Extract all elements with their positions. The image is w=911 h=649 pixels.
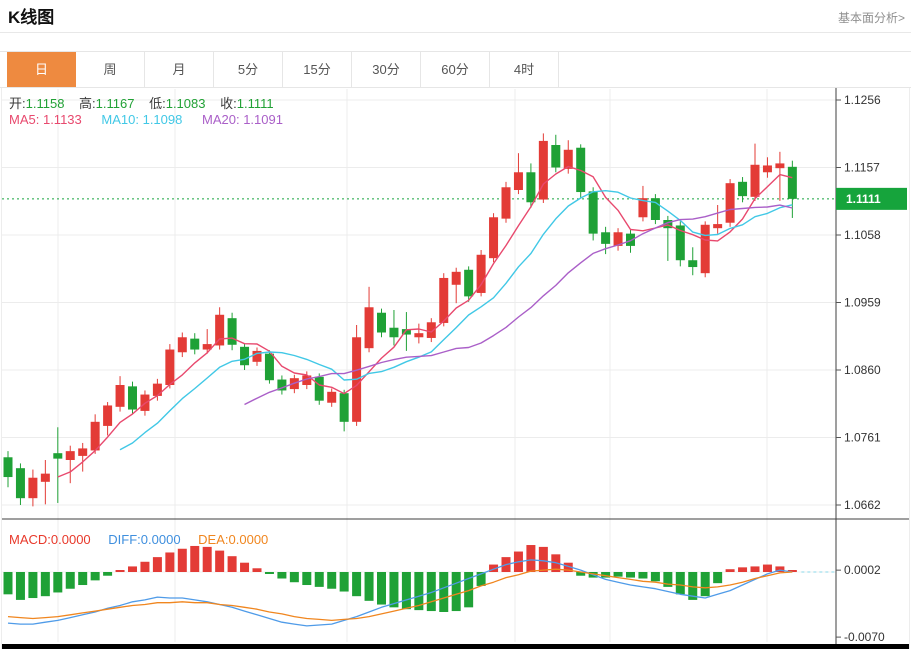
macd-label: MACD:	[9, 532, 51, 547]
ma5-label: MA5:	[9, 112, 40, 127]
svg-text:1.1157: 1.1157	[844, 161, 880, 175]
low-label: 低:	[149, 96, 166, 111]
svg-text:1.1256: 1.1256	[844, 93, 881, 107]
dea-value: 0.0000	[228, 532, 269, 547]
low-value: 1.1083	[165, 96, 206, 111]
svg-text:-0.0070: -0.0070	[844, 630, 885, 644]
high-value: 1.1167	[95, 96, 135, 111]
ma20-value: 1.1091	[243, 112, 283, 127]
tab-5min[interactable]: 5分	[214, 52, 283, 87]
macd-legend: MACD:0.0000 DIFF:0.0000 DEA:0.0000	[9, 532, 282, 547]
open-value: 1.1158	[25, 96, 65, 111]
svg-text:1.0860: 1.0860	[844, 363, 881, 377]
ma-legend: MA5: 1.1133 MA10: 1.1098 MA20: 1.1091	[9, 112, 299, 127]
svg-text:1.1111: 1.1111	[846, 192, 881, 206]
timeframe-tabs: 日 周 月 5分 15分 30分 60分 4时	[0, 51, 911, 88]
svg-text:1.1058: 1.1058	[844, 228, 881, 242]
page-title: K线图	[8, 8, 55, 27]
kline-chart-container: 开:1.1158 高:1.1167 低:1.1083 收:1.1111 MA5:…	[1, 88, 910, 649]
header: K线图 基本面分析>	[0, 0, 911, 33]
svg-text:1.0662: 1.0662	[844, 498, 881, 512]
svg-text:1.0761: 1.0761	[844, 431, 881, 445]
macd-value: 0.0000	[50, 532, 91, 547]
tab-week[interactable]: 周	[76, 52, 145, 87]
close-value: 1.1111	[236, 96, 274, 111]
close-label: 收:	[220, 96, 237, 111]
tab-day[interactable]: 日	[7, 52, 76, 87]
tab-60min[interactable]: 60分	[421, 52, 490, 87]
high-label: 高:	[79, 96, 96, 111]
ma20-label: MA20:	[201, 112, 240, 127]
kline-macd-chart[interactable]: 1.1256 1.1157 1.1058 1.0959 1.0860 1.0761 1.06…	[2, 88, 909, 649]
svg-text:1.0959: 1.0959	[844, 296, 881, 310]
tab-15min[interactable]: 15分	[283, 52, 352, 87]
current-price-badge	[836, 187, 907, 210]
open-label: 开:	[9, 96, 26, 111]
ohlc-legend: 开:1.1158 高:1.1167 低:1.1083 收:1.1111	[9, 93, 285, 112]
diff-value: 0.0000	[140, 532, 181, 547]
ma5-value: 1.1133	[42, 112, 82, 127]
ma10-value: 1.1098	[142, 112, 183, 127]
dea-label: DEA:	[198, 532, 229, 547]
fundamental-analysis-link[interactable]: 基本面分析>	[837, 11, 905, 25]
svg-text:0.0002: 0.0002	[844, 563, 881, 577]
tab-30min[interactable]: 30分	[352, 52, 421, 87]
tab-4hour[interactable]: 4时	[490, 52, 559, 87]
diff-label: DIFF:	[108, 532, 141, 547]
ma10-label: MA10:	[101, 112, 139, 127]
tab-month[interactable]: 月	[145, 52, 214, 87]
